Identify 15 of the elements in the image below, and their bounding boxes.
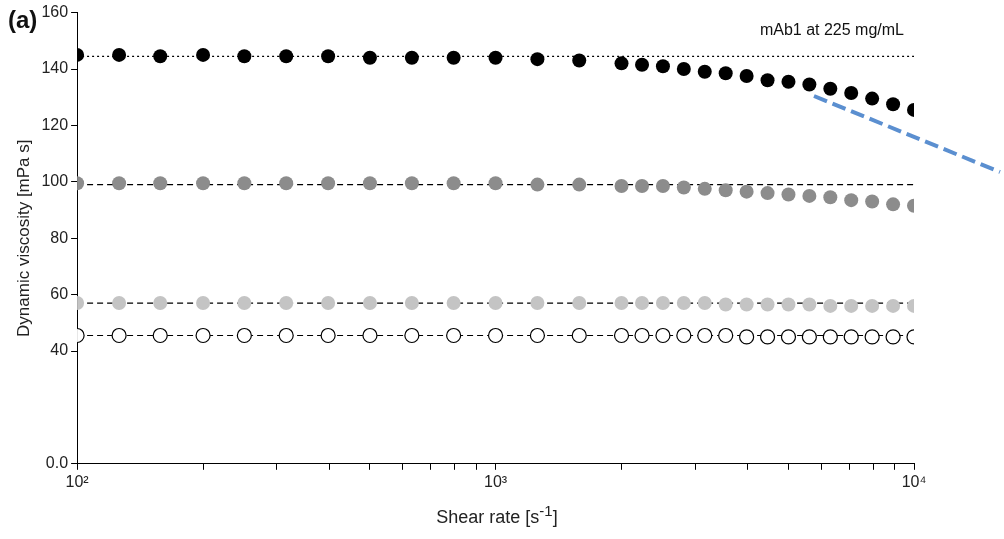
y-tick-label: 140: [41, 59, 69, 77]
y-axis-title: Dynamic viscosity [mPa s]: [13, 139, 33, 337]
x-tick-label: 10³: [483, 472, 508, 490]
y-tick-label: 0.0: [45, 454, 69, 472]
y-tick-label: 120: [41, 115, 69, 133]
y-tick-label: 60: [50, 285, 69, 303]
x-tick-label: 10⁴: [901, 472, 927, 490]
annotation: mAb1 at 225 mg/mL: [759, 20, 905, 38]
y-tick-label: 160: [41, 3, 69, 21]
text: (a): [8, 6, 38, 33]
y-tick-label: 40: [50, 341, 69, 359]
y-tick-label: 100: [41, 172, 69, 190]
y-tick-label: 80: [50, 228, 69, 246]
x-axis-title: Shear rate [s$^{-1}$]: [436, 502, 558, 527]
x-tick-label: 10²: [65, 472, 90, 490]
